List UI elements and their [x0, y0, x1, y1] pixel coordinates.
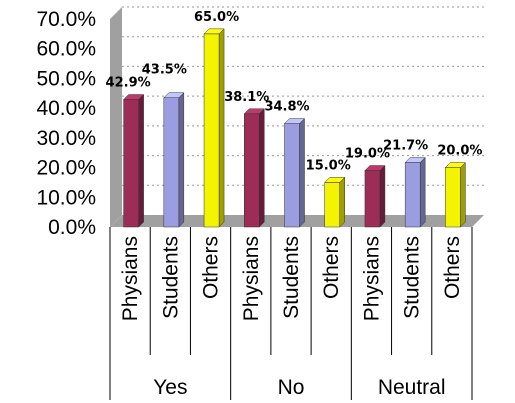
- bar: [203, 28, 225, 228]
- bar-top: [163, 92, 185, 98]
- bar: [324, 176, 346, 228]
- bar-front: [163, 97, 180, 228]
- data-label: 34.8%: [264, 100, 309, 115]
- category-label: Students: [159, 236, 182, 319]
- category-label: Others: [320, 236, 343, 299]
- y-tick-label: 20.0%: [36, 157, 96, 180]
- category-label: Students: [280, 236, 303, 319]
- y-tick-label: 70.0%: [36, 8, 96, 31]
- x-axis: Physians Students Others Yes Physians Student…: [109, 227, 473, 400]
- y-tick-label: 30.0%: [36, 127, 96, 150]
- bar: [243, 108, 265, 228]
- category-label: Physians: [360, 236, 383, 321]
- bar-top: [444, 162, 466, 168]
- category-label: Physians: [119, 236, 142, 321]
- data-label: 42.9%: [106, 76, 151, 91]
- bar-top: [243, 108, 265, 115]
- bar-top: [283, 118, 306, 124]
- bar-front: [203, 33, 220, 228]
- bar: [444, 161, 466, 228]
- data-label: 38.1%: [224, 90, 269, 105]
- bar-side: [178, 92, 185, 228]
- y-tick-label: 60.0%: [36, 38, 96, 61]
- y-tick-label: 50.0%: [36, 67, 96, 90]
- bar-front: [284, 123, 300, 228]
- bar-top: [364, 165, 386, 171]
- bar-front: [445, 167, 461, 228]
- data-labels: 42.9%43.5% 65.0% 38.1%34.8% 15.0%19.0%21.7%…: [106, 10, 483, 174]
- category-label: Students: [401, 236, 424, 319]
- bar-side: [299, 117, 305, 228]
- bar-side: [379, 164, 386, 228]
- data-label: 43.5%: [142, 63, 187, 78]
- bar-top: [203, 28, 225, 35]
- bar: [404, 156, 426, 228]
- bar: [364, 164, 386, 228]
- bar-side: [339, 176, 345, 228]
- bar: [283, 117, 306, 228]
- bar-front: [364, 170, 381, 228]
- side-wall: [110, 7, 122, 227]
- data-label: 20.0%: [437, 144, 482, 159]
- y-axis: 0.0% 10.0% 20.0% 30.0% 40.0% 50.0% 60.0% 70.0%: [36, 8, 96, 239]
- bar-side: [460, 161, 466, 228]
- data-label: 19.0%: [345, 147, 390, 162]
- y-tick-label: 10.0%: [36, 186, 96, 209]
- bar-top: [123, 94, 145, 100]
- y-tick-label: 0.0%: [48, 216, 96, 239]
- category-label: Others: [441, 236, 464, 299]
- bar-side: [419, 156, 426, 228]
- category-label: Physians: [240, 236, 263, 321]
- bar-top: [324, 177, 346, 183]
- bar: [123, 93, 145, 228]
- bar-side: [259, 108, 265, 228]
- bar-front: [123, 99, 139, 228]
- group-label: Yes: [153, 376, 187, 399]
- bar-front: [324, 182, 340, 228]
- data-label: 65.0%: [194, 10, 239, 25]
- y-tick-label: 40.0%: [36, 97, 96, 120]
- data-label: 21.7%: [383, 139, 428, 154]
- bars: [123, 28, 466, 228]
- bar-front: [404, 162, 421, 228]
- group-label: No: [278, 376, 305, 399]
- group-label: Neutral: [378, 376, 446, 399]
- bar: [163, 92, 185, 228]
- bar-front: [244, 113, 260, 228]
- bar-top: [404, 157, 426, 163]
- category-label: Others: [200, 236, 223, 299]
- bar-side: [138, 93, 144, 228]
- data-label: 15.0%: [306, 158, 351, 173]
- bar-side: [218, 28, 225, 228]
